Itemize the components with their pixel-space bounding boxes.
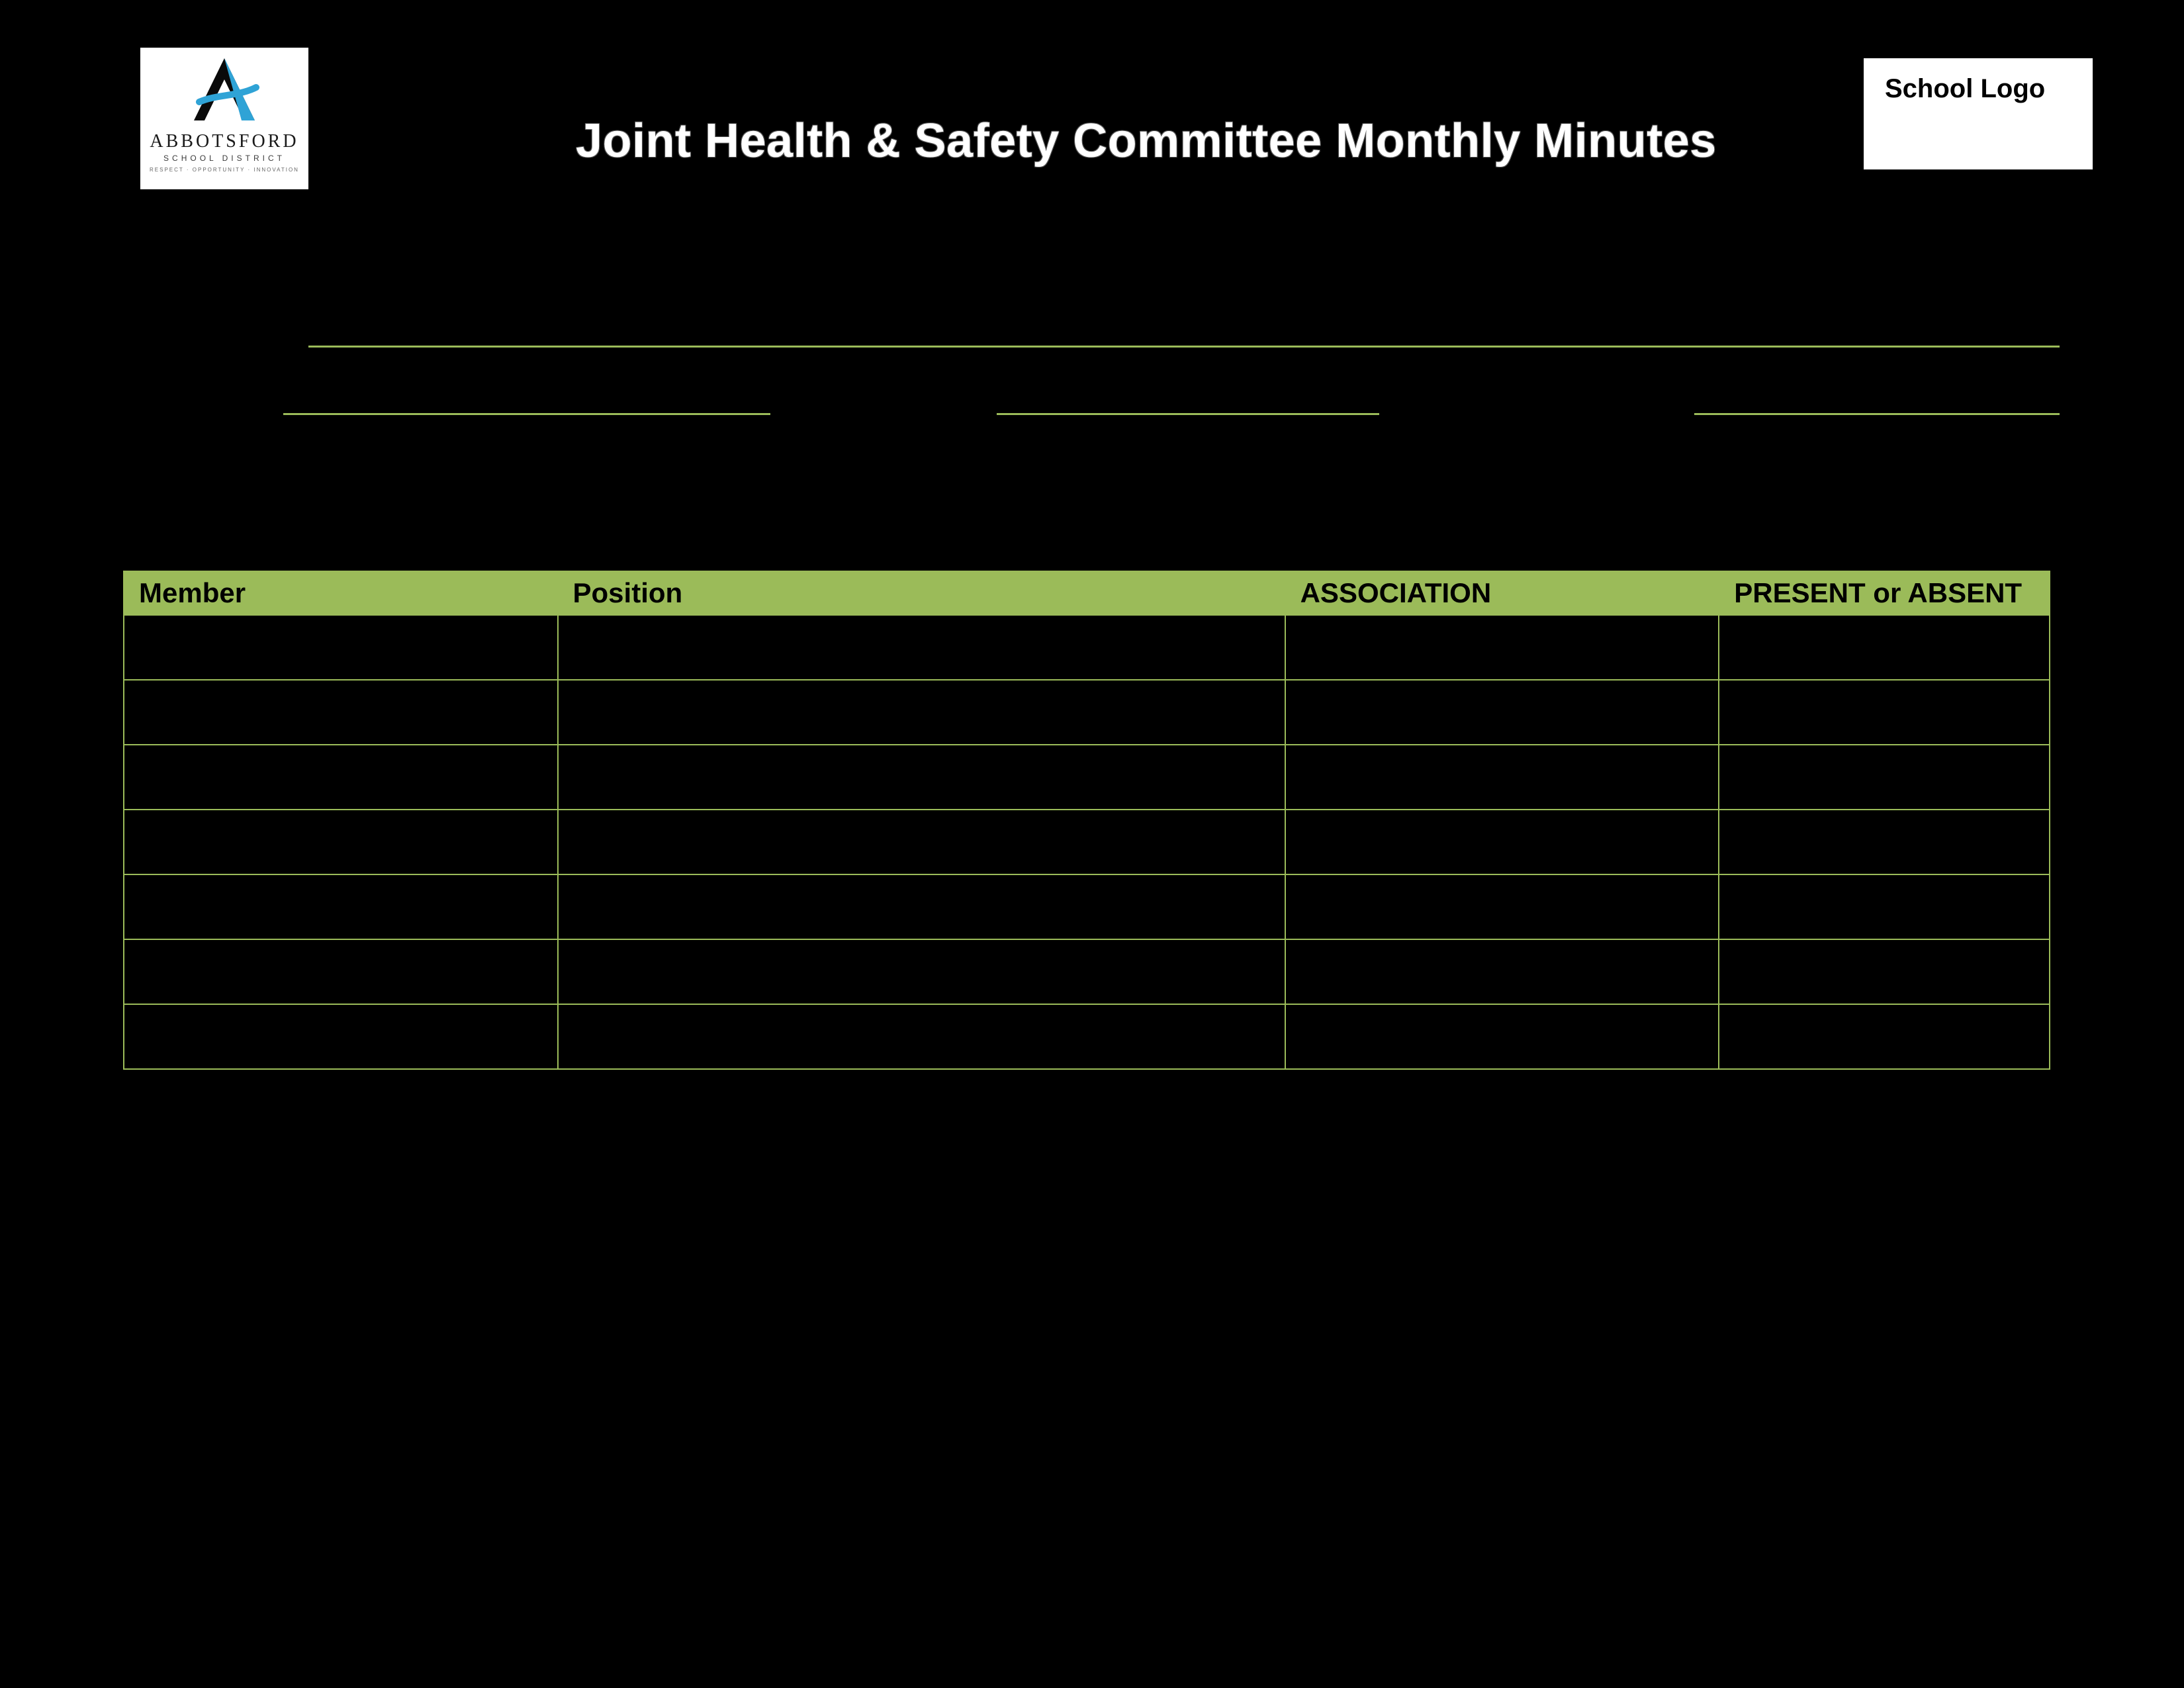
cell-present[interactable] bbox=[1719, 810, 2050, 874]
cell-member[interactable] bbox=[124, 745, 558, 810]
form-underline-3 bbox=[997, 413, 1379, 415]
col-header-present: PRESENT or ABSENT bbox=[1719, 571, 2050, 615]
cell-assoc[interactable] bbox=[1285, 939, 1719, 1004]
cell-position[interactable] bbox=[558, 680, 1285, 745]
cell-member[interactable] bbox=[124, 680, 558, 745]
form-underline-2 bbox=[283, 413, 770, 415]
cell-assoc[interactable] bbox=[1285, 680, 1719, 745]
form-underline-4 bbox=[1694, 413, 2060, 415]
table-row bbox=[124, 745, 2050, 810]
page-title: Joint Health & Safety Committee Monthly … bbox=[576, 114, 1717, 168]
district-logo-mark bbox=[185, 54, 264, 127]
cell-present[interactable] bbox=[1719, 1004, 2050, 1069]
cell-position[interactable] bbox=[558, 745, 1285, 810]
table-row bbox=[124, 939, 2050, 1004]
table-row bbox=[124, 1004, 2050, 1069]
cell-member[interactable] bbox=[124, 1004, 558, 1069]
cell-assoc[interactable] bbox=[1285, 615, 1719, 680]
cell-member[interactable] bbox=[124, 939, 558, 1004]
cell-position[interactable] bbox=[558, 615, 1285, 680]
col-header-member: Member bbox=[124, 571, 558, 615]
table-header-row: Member Position ASSOCIATION PRESENT or A… bbox=[124, 571, 2050, 615]
cell-present[interactable] bbox=[1719, 745, 2050, 810]
table-row bbox=[124, 810, 2050, 874]
attendance-table: Member Position ASSOCIATION PRESENT or A… bbox=[123, 571, 2050, 1070]
cell-member[interactable] bbox=[124, 810, 558, 874]
cell-assoc[interactable] bbox=[1285, 874, 1719, 939]
cell-position[interactable] bbox=[558, 810, 1285, 874]
table-row bbox=[124, 615, 2050, 680]
cell-present[interactable] bbox=[1719, 615, 2050, 680]
table-row bbox=[124, 874, 2050, 939]
table-row bbox=[124, 680, 2050, 745]
school-logo-label: School Logo bbox=[1885, 74, 2045, 104]
district-logo-wordmark: ABBOTSFORD bbox=[150, 131, 298, 152]
cell-assoc[interactable] bbox=[1285, 810, 1719, 874]
form-underline-1 bbox=[308, 346, 2060, 348]
cell-present[interactable] bbox=[1719, 680, 2050, 745]
cell-assoc[interactable] bbox=[1285, 745, 1719, 810]
school-logo-placeholder: School Logo bbox=[1864, 58, 2093, 169]
district-logo: ABBOTSFORD SCHOOL DISTRICT RESPECT · OPP… bbox=[140, 48, 308, 189]
cell-member[interactable] bbox=[124, 615, 558, 680]
cell-position[interactable] bbox=[558, 1004, 1285, 1069]
cell-present[interactable] bbox=[1719, 874, 2050, 939]
col-header-assoc: ASSOCIATION bbox=[1285, 571, 1719, 615]
cell-position[interactable] bbox=[558, 939, 1285, 1004]
cell-present[interactable] bbox=[1719, 939, 2050, 1004]
col-header-position: Position bbox=[558, 571, 1285, 615]
cell-position[interactable] bbox=[558, 874, 1285, 939]
attendance-table-body bbox=[124, 615, 2050, 1069]
district-logo-tagline: RESPECT · OPPORTUNITY · INNOVATION bbox=[150, 167, 299, 173]
cell-member[interactable] bbox=[124, 874, 558, 939]
cell-assoc[interactable] bbox=[1285, 1004, 1719, 1069]
district-logo-subline: SCHOOL DISTRICT bbox=[163, 154, 285, 163]
